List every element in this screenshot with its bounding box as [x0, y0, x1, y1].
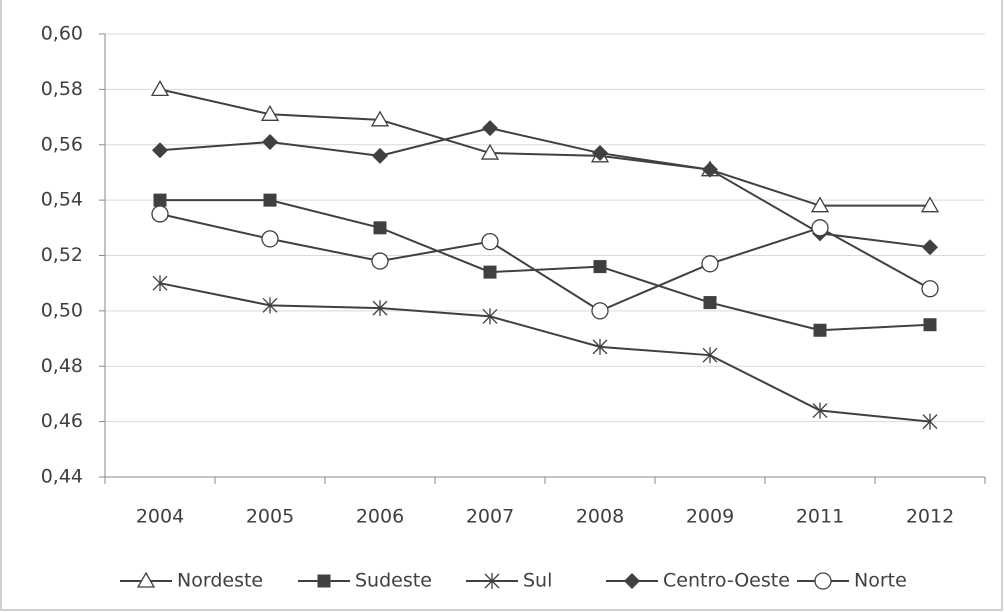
x-tick-label: 2011 [796, 506, 844, 528]
series-line [159, 212, 931, 313]
marker [136, 571, 156, 588]
series-line [159, 282, 931, 423]
marker [593, 260, 607, 274]
marker [371, 252, 389, 270]
marker [153, 193, 167, 207]
marker [922, 413, 938, 430]
marker [262, 297, 278, 314]
y-tick-label: 0,58 [41, 78, 83, 100]
marker [592, 338, 608, 355]
y-tick-label: 0,56 [41, 133, 83, 155]
marker [813, 323, 827, 337]
series-line [159, 88, 930, 207]
x-tick-label: 2012 [906, 506, 954, 528]
marker [150, 80, 170, 97]
marker [372, 147, 388, 164]
x-tick-label: 2006 [356, 506, 404, 528]
marker [624, 573, 640, 589]
marker [262, 133, 278, 150]
marker [151, 205, 169, 223]
marker [481, 233, 499, 251]
y-tick-label: 0,44 [41, 466, 83, 488]
marker [370, 110, 390, 127]
marker [261, 230, 279, 248]
y-tick-label: 0,60 [41, 23, 83, 45]
marker [920, 196, 940, 213]
marker [592, 145, 608, 162]
x-tick-label: 2009 [686, 506, 734, 528]
y-tick-label: 0,48 [41, 355, 83, 377]
y-tick-label: 0,50 [41, 299, 83, 321]
marker [484, 573, 500, 589]
marker [260, 104, 280, 121]
marker [812, 402, 828, 419]
marker [703, 296, 717, 310]
marker [373, 221, 387, 235]
marker [152, 142, 168, 159]
marker [922, 239, 938, 256]
series-line [160, 199, 931, 332]
marker [811, 219, 829, 237]
marker [263, 193, 277, 207]
legend-label: Sudeste [355, 570, 432, 592]
legend-label: Nordeste [177, 570, 263, 592]
marker [921, 280, 939, 298]
marker [923, 318, 937, 332]
marker [814, 572, 832, 590]
marker [591, 302, 609, 320]
marker [372, 300, 388, 317]
marker [810, 196, 830, 213]
marker [482, 308, 498, 325]
legend-label: Norte [854, 570, 907, 592]
marker [482, 120, 498, 137]
marker [152, 275, 168, 292]
marker [483, 265, 497, 279]
marker [702, 347, 718, 364]
series-line [159, 127, 931, 249]
marker [480, 143, 500, 160]
y-tick-label: 0,54 [41, 189, 83, 211]
x-tick-label: 2008 [576, 506, 624, 528]
legend-label: Centro-Oeste [663, 570, 790, 592]
y-tick-label: 0,46 [41, 410, 83, 432]
marker [702, 161, 718, 178]
y-tick-label: 0,52 [41, 244, 83, 266]
x-tick-label: 2004 [136, 506, 184, 528]
x-tick-label: 2007 [466, 506, 514, 528]
legend-label: Sul [523, 570, 552, 592]
marker [701, 255, 719, 273]
marker [317, 574, 331, 588]
x-tick-label: 2005 [246, 506, 294, 528]
